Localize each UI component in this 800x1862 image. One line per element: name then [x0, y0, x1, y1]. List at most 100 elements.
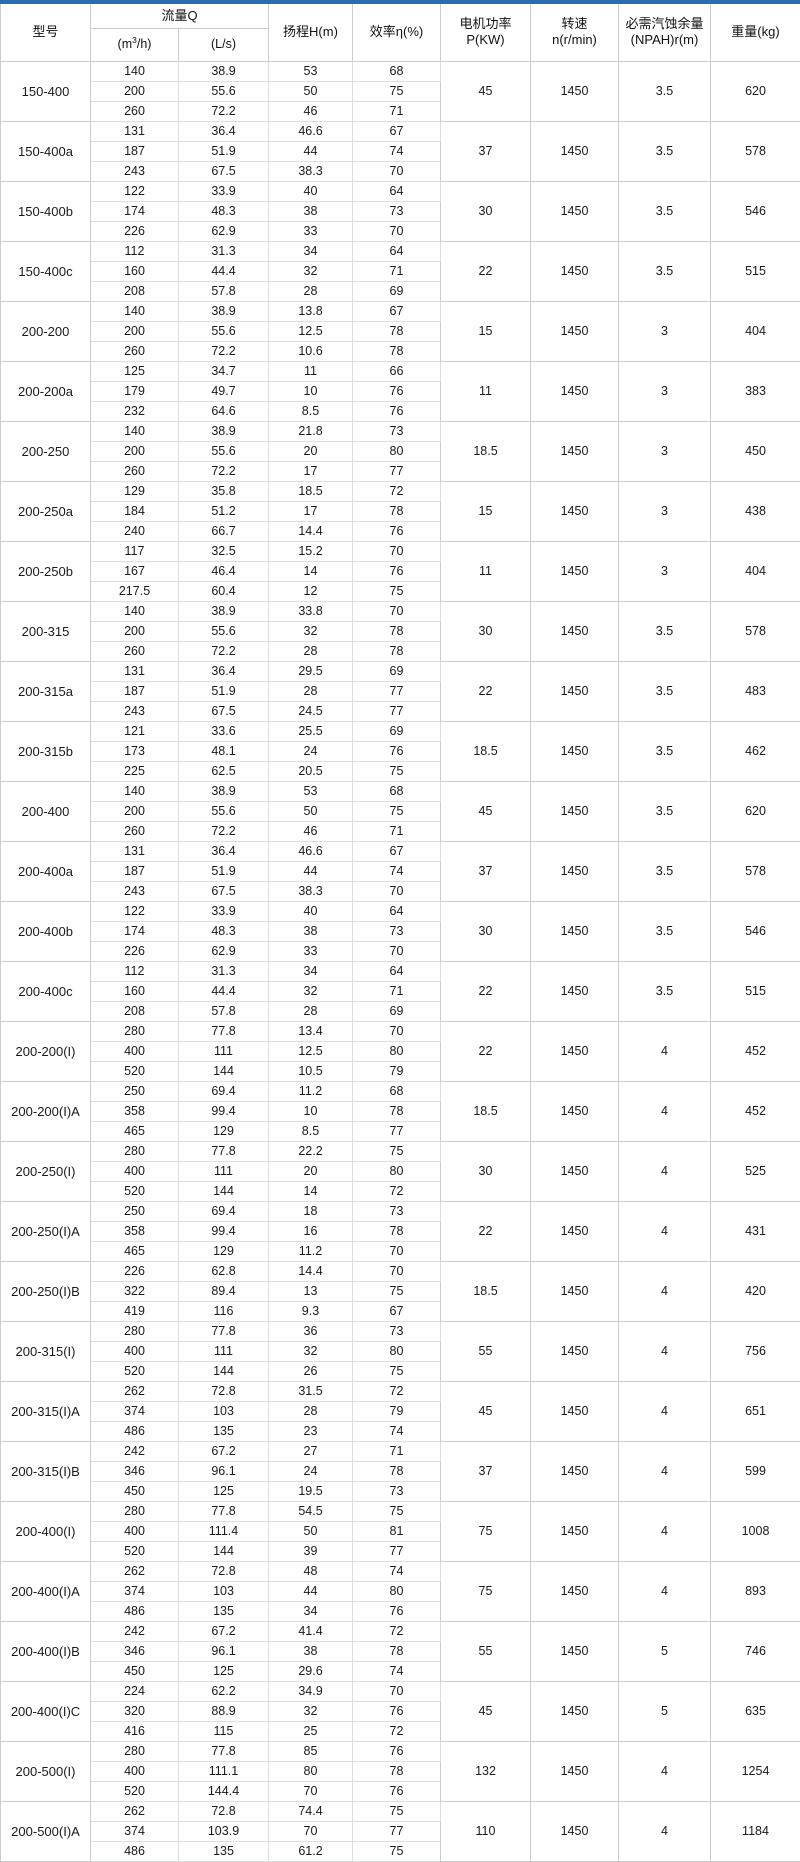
cell-flow-ls: 72.8 [179, 1561, 269, 1581]
cell-efficiency: 70 [353, 541, 441, 561]
cell-head: 29.5 [269, 661, 353, 681]
cell-npsh: 3.5 [619, 601, 711, 661]
cell-weight: 515 [711, 961, 800, 1021]
cell-speed: 1450 [531, 1321, 619, 1381]
cell-speed: 1450 [531, 121, 619, 181]
cell-head: 39 [269, 1541, 353, 1561]
cell-flow-m3h: 117 [91, 541, 179, 561]
cell-efficiency: 66 [353, 361, 441, 381]
cell-speed: 1450 [531, 721, 619, 781]
cell-flow-m3h: 260 [91, 641, 179, 661]
cell-flow-m3h: 280 [91, 1321, 179, 1341]
cell-motor-power: 18.5 [441, 721, 531, 781]
cell-model: 200-315b [1, 721, 91, 781]
cell-flow-ls: 55.6 [179, 801, 269, 821]
cell-flow-m3h: 520 [91, 1061, 179, 1081]
cell-head: 54.5 [269, 1501, 353, 1521]
header-flow-m3h: (m3/h) [91, 29, 179, 62]
cell-flow-ls: 36.4 [179, 841, 269, 861]
cell-flow-ls: 55.6 [179, 621, 269, 641]
cell-speed: 1450 [531, 601, 619, 661]
cell-npsh: 3 [619, 541, 711, 601]
cell-motor-power: 18.5 [441, 1261, 531, 1321]
cell-model: 200-400 [1, 781, 91, 841]
cell-flow-ls: 116 [179, 1301, 269, 1321]
cell-model: 200-400b [1, 901, 91, 961]
cell-flow-ls: 135 [179, 1421, 269, 1441]
cell-flow-ls: 67.5 [179, 701, 269, 721]
cell-head: 38 [269, 921, 353, 941]
header-flow-m3h-pre: (m [118, 37, 133, 51]
cell-model: 200-315(I) [1, 1321, 91, 1381]
cell-flow-ls: 66.7 [179, 521, 269, 541]
cell-model: 200-500(I)A [1, 1801, 91, 1861]
cell-head: 61.2 [269, 1841, 353, 1861]
cell-head: 25 [269, 1721, 353, 1741]
cell-flow-m3h: 400 [91, 1341, 179, 1361]
cell-flow-m3h: 346 [91, 1461, 179, 1481]
cell-flow-m3h: 140 [91, 301, 179, 321]
cell-efficiency: 74 [353, 141, 441, 161]
header-motor-power: 电机功率 P(KW) [441, 2, 531, 61]
cell-head: 53 [269, 781, 353, 801]
cell-efficiency: 75 [353, 761, 441, 781]
cell-model: 200-315 [1, 601, 91, 661]
cell-flow-ls: 38.9 [179, 601, 269, 621]
cell-head: 46 [269, 821, 353, 841]
cell-speed: 1450 [531, 1201, 619, 1261]
cell-flow-ls: 72.2 [179, 341, 269, 361]
cell-efficiency: 69 [353, 1001, 441, 1021]
cell-weight: 546 [711, 181, 800, 241]
cell-head: 17 [269, 461, 353, 481]
cell-flow-ls: 96.1 [179, 1461, 269, 1481]
cell-head: 22.2 [269, 1141, 353, 1161]
cell-flow-m3h: 125 [91, 361, 179, 381]
cell-model: 200-315(I)B [1, 1441, 91, 1501]
cell-efficiency: 76 [353, 1741, 441, 1761]
cell-efficiency: 71 [353, 261, 441, 281]
cell-efficiency: 75 [353, 581, 441, 601]
cell-head: 14 [269, 561, 353, 581]
cell-flow-ls: 111 [179, 1341, 269, 1361]
header-npsh-line1: 必需汽蚀余量 [625, 16, 703, 31]
cell-efficiency: 70 [353, 1261, 441, 1281]
cell-motor-power: 22 [441, 661, 531, 721]
cell-head: 14 [269, 1181, 353, 1201]
cell-head: 27 [269, 1441, 353, 1461]
cell-motor-power: 45 [441, 1681, 531, 1741]
cell-efficiency: 64 [353, 181, 441, 201]
cell-efficiency: 72 [353, 1181, 441, 1201]
cell-model: 200-315(I)A [1, 1381, 91, 1441]
cell-head: 24.5 [269, 701, 353, 721]
cell-head: 33.8 [269, 601, 353, 621]
cell-head: 28 [269, 681, 353, 701]
header-speed: 转速 n(r/min) [531, 2, 619, 61]
cell-efficiency: 64 [353, 901, 441, 921]
cell-npsh: 3.5 [619, 901, 711, 961]
cell-efficiency: 70 [353, 1021, 441, 1041]
cell-model: 200-400(I)C [1, 1681, 91, 1741]
cell-flow-m3h: 242 [91, 1441, 179, 1461]
cell-speed: 1450 [531, 661, 619, 721]
cell-efficiency: 71 [353, 981, 441, 1001]
cell-head: 50 [269, 81, 353, 101]
cell-flow-m3h: 131 [91, 661, 179, 681]
cell-weight: 404 [711, 301, 800, 361]
cell-flow-ls: 72.8 [179, 1381, 269, 1401]
cell-head: 20 [269, 441, 353, 461]
cell-flow-ls: 33.9 [179, 181, 269, 201]
cell-head: 17 [269, 501, 353, 521]
cell-head: 28 [269, 641, 353, 661]
cell-npsh: 4 [619, 1021, 711, 1081]
cell-efficiency: 77 [353, 461, 441, 481]
cell-speed: 1450 [531, 181, 619, 241]
cell-flow-m3h: 358 [91, 1221, 179, 1241]
cell-flow-ls: 51.9 [179, 141, 269, 161]
cell-efficiency: 79 [353, 1401, 441, 1421]
